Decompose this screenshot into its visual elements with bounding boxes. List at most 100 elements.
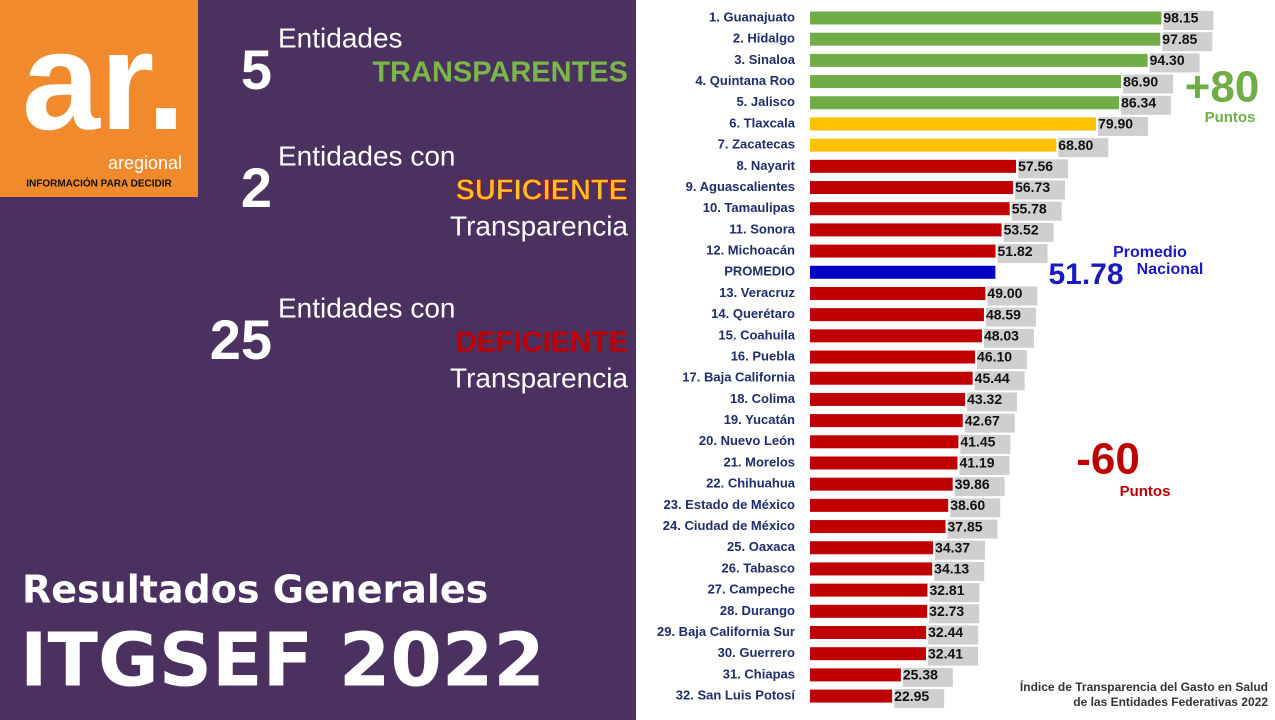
bar — [810, 498, 949, 512]
value-label-box — [1162, 32, 1213, 52]
annotation: +80 — [1185, 63, 1260, 112]
bar — [810, 604, 928, 618]
summary-after: Transparencia — [450, 210, 628, 241]
category-label: 25. Oaxaca — [727, 539, 796, 554]
bar — [810, 435, 959, 449]
category-label: 19. Yucatán — [724, 412, 795, 427]
summary-highlight: TRANSPARENTES — [372, 57, 628, 89]
category-label: 30. Guerrero — [718, 645, 795, 660]
value-label-box — [902, 667, 953, 687]
category-label: 23. Estado de México — [664, 497, 796, 512]
bar — [810, 75, 1122, 89]
value-label-box — [928, 625, 979, 645]
bar — [810, 456, 958, 470]
value-label: 86.34 — [1121, 94, 1156, 110]
value-label-box — [1123, 74, 1174, 94]
category-label: 11. Sonora — [729, 221, 796, 236]
summary-after: Transparencia — [450, 362, 628, 393]
value-label: 32.41 — [928, 645, 963, 661]
summary-text: Entidades con — [278, 140, 455, 171]
value-label-box — [964, 413, 1015, 433]
value-label-box — [929, 604, 980, 624]
category-label: 15. Coahuila — [718, 327, 795, 342]
summary-count: 2 — [241, 156, 272, 219]
annotation-note: Nacional — [1137, 261, 1204, 278]
value-label: 79.90 — [1098, 116, 1133, 132]
value-label-box — [934, 561, 985, 581]
bar — [810, 117, 1097, 131]
bar — [810, 11, 1162, 25]
bar — [810, 350, 976, 364]
value-label: 42.67 — [965, 412, 1000, 428]
bar — [810, 583, 928, 597]
category-label: 4. Quintana Roo — [695, 73, 795, 88]
bar — [810, 414, 963, 428]
value-label: 32.81 — [929, 582, 964, 598]
value-label: 68.80 — [1058, 137, 1093, 153]
value-label-box — [1098, 116, 1149, 136]
value-label-box — [1011, 201, 1062, 221]
value-label-box — [1003, 222, 1054, 242]
value-label: 25.38 — [903, 667, 938, 683]
annotation: -60 — [1076, 435, 1140, 484]
average-label: 51.78 — [1048, 258, 1123, 291]
bar — [810, 223, 1002, 237]
value-label-box — [1149, 53, 1200, 73]
value-label-box — [977, 350, 1028, 370]
category-label: 27. Campeche — [708, 582, 795, 597]
category-label: 22. Chihuahua — [706, 476, 796, 491]
category-label: 6. Tlaxcala — [729, 115, 796, 130]
value-label-box — [929, 583, 980, 603]
footer-title: ITGSEF 2022 — [20, 618, 545, 704]
bar — [810, 32, 1161, 46]
value-label: 45.44 — [975, 370, 1010, 386]
value-label: 32.73 — [929, 603, 964, 619]
bar — [810, 477, 953, 491]
summary-highlight: DEFICIENTE — [456, 327, 628, 359]
value-label-box — [1018, 159, 1069, 179]
value-label-box — [928, 646, 979, 666]
bar — [810, 647, 927, 661]
value-label: 37.85 — [948, 518, 983, 534]
category-label: 12. Michoacán — [706, 243, 795, 258]
bar — [810, 244, 996, 258]
value-label: 32.44 — [928, 624, 963, 640]
bar — [810, 159, 1017, 173]
category-label: 5. Jalisco — [736, 94, 795, 109]
value-label-box — [987, 286, 1038, 306]
value-label-box — [1058, 138, 1109, 158]
value-label-box — [967, 392, 1018, 412]
bar — [810, 371, 973, 385]
value-label-box — [894, 689, 945, 709]
logo-name: aregional — [108, 153, 182, 173]
bar — [810, 392, 966, 406]
category-label: 2. Hidalgo — [733, 31, 795, 46]
footer-subtitle: Resultados Generales — [22, 568, 488, 612]
category-label: 9. Aguascalientes — [686, 179, 795, 194]
logo-tagline: INFORMACIÓN PARA DECIDIR — [26, 177, 172, 190]
category-label: 21. Morelos — [723, 454, 795, 469]
summary-count: 25 — [210, 308, 272, 371]
source-note: de las Entidades Federativas 2022 — [1073, 695, 1268, 709]
source-note: Índice de Transparencia del Gasto en Sal… — [1020, 679, 1268, 694]
bar — [810, 181, 1014, 195]
value-label: 41.45 — [960, 434, 995, 450]
bar — [810, 138, 1057, 152]
bar — [810, 96, 1120, 110]
category-label: 8. Nayarit — [736, 158, 795, 173]
value-label-box — [954, 477, 1005, 497]
bar — [810, 668, 901, 682]
value-label: 86.90 — [1123, 73, 1158, 89]
category-label: 24. Ciudad de México — [663, 518, 795, 533]
value-label: 49.00 — [987, 285, 1022, 301]
bar — [810, 202, 1010, 216]
value-label-box — [1015, 180, 1066, 200]
value-label: 41.19 — [959, 455, 994, 471]
value-label: 57.56 — [1018, 158, 1053, 174]
value-label: 38.60 — [950, 497, 985, 513]
value-label: 39.86 — [955, 476, 990, 492]
category-label: 26. Tabasco — [722, 560, 796, 575]
annotation-note: Puntos — [1120, 483, 1171, 500]
value-label: 53.52 — [1004, 222, 1039, 238]
